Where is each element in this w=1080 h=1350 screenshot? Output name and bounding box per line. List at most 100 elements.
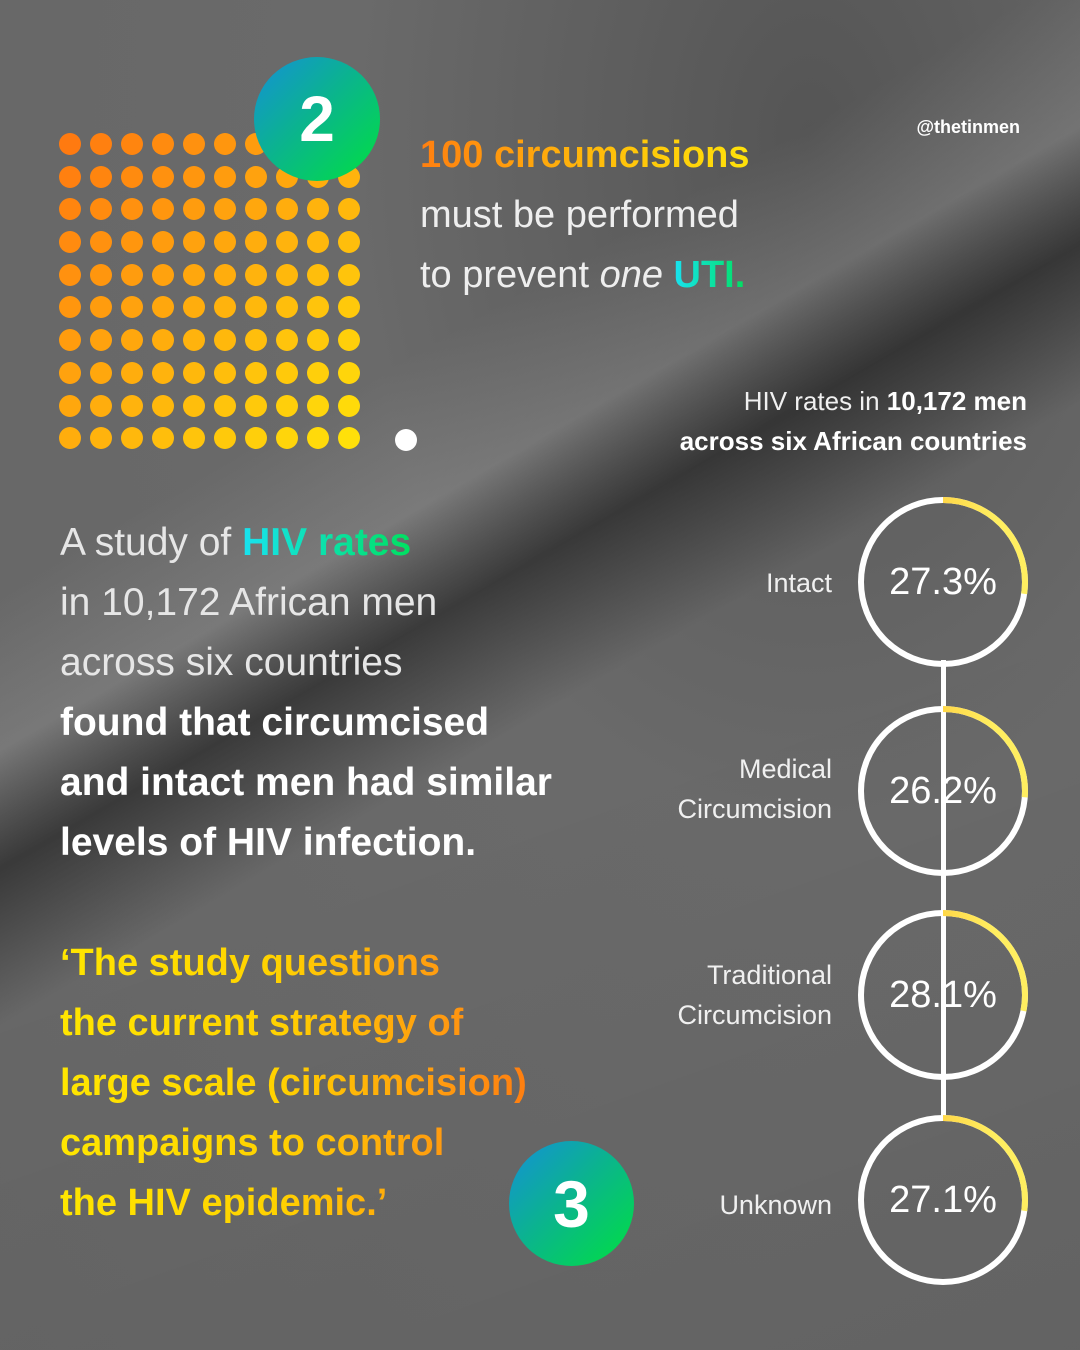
waffle-dot <box>214 231 236 254</box>
waffle-dot <box>152 427 174 450</box>
waffle-dot <box>307 296 329 319</box>
waffle-dot <box>276 198 298 221</box>
waffle-dot <box>276 296 298 319</box>
ring-connector-line <box>941 660 946 1120</box>
study-line-5: and intact men had similar <box>60 761 552 804</box>
waffle-dot <box>121 263 143 286</box>
badge-number: 3 <box>553 1166 590 1241</box>
quote-line: large scale (circumcision) <box>60 1053 540 1113</box>
ring-label-traditional-circumcision: Traditional Circumcision <box>677 955 832 1035</box>
waffle-dot <box>183 427 205 450</box>
waffle-dot <box>59 296 81 319</box>
uti-line-2: must be performed <box>420 194 739 236</box>
ring-label-unknown: Unknown <box>719 1185 832 1225</box>
waffle-dot <box>59 427 81 450</box>
waffle-dot <box>245 329 267 352</box>
uti-line-3-prefix: to prevent <box>420 254 600 296</box>
waffle-dot <box>59 394 81 417</box>
waffle-dot <box>59 133 81 155</box>
ring-progress-arc <box>858 1115 1028 1285</box>
ring-label-line: Circumcision <box>677 1000 832 1030</box>
section-number-badge-2: 2 <box>254 57 380 181</box>
waffle-dot <box>90 361 112 384</box>
waffle-dot <box>183 133 205 155</box>
study-quote: ‘The study questions the current strateg… <box>60 933 540 1233</box>
waffle-dot <box>59 329 81 352</box>
waffle-dot <box>338 198 360 221</box>
waffle-dot <box>152 361 174 384</box>
waffle-dot <box>276 427 298 450</box>
waffle-dot <box>338 394 360 417</box>
waffle-dot <box>90 296 112 319</box>
waffle-dot <box>245 394 267 417</box>
waffle-dot <box>307 361 329 384</box>
waffle-dot <box>152 394 174 417</box>
badge-number: 2 <box>299 83 335 155</box>
waffle-dot <box>276 361 298 384</box>
study-line-2: in 10,172 African men <box>60 581 438 624</box>
waffle-dot <box>214 165 236 188</box>
waffle-dot <box>338 263 360 286</box>
waffle-dot <box>152 329 174 352</box>
waffle-dot <box>214 263 236 286</box>
waffle-dot <box>214 427 236 450</box>
waffle-dot <box>121 329 143 352</box>
waffle-dot <box>183 165 205 188</box>
waffle-dot <box>245 263 267 286</box>
waffle-dot <box>245 361 267 384</box>
ring-value: 28.1% <box>889 973 997 1016</box>
chart-title: HIV rates in 10,172 men across six Afric… <box>680 381 1027 461</box>
waffle-dot <box>59 165 81 188</box>
waffle-dot <box>90 394 112 417</box>
quote-line: campaigns to control <box>60 1113 540 1173</box>
uti-statement: 100 circumcisions must be performed to p… <box>420 125 750 305</box>
waffle-dot <box>59 263 81 286</box>
ring-label-line: Medical <box>738 754 832 784</box>
chart-title-bold: 10,172 men <box>886 386 1027 416</box>
waffle-dot <box>214 329 236 352</box>
waffle-dot <box>276 263 298 286</box>
waffle-dot <box>245 165 267 188</box>
waffle-dot <box>90 231 112 254</box>
quote-line: the HIV epidemic.’ <box>60 1173 540 1233</box>
waffle-dot <box>90 198 112 221</box>
waffle-dot <box>90 427 112 450</box>
waffle-dot <box>183 361 205 384</box>
uti-line-3-highlight: UTI. <box>673 254 746 296</box>
waffle-dot <box>245 231 267 254</box>
ring-progress-arc <box>858 497 1028 667</box>
study-line-1-prefix: A study of <box>60 521 243 564</box>
waffle-dot <box>59 361 81 384</box>
waffle-dot <box>245 296 267 319</box>
account-handle: @thetinmen <box>916 117 1020 137</box>
ring-traditional-circumcision: 28.1% <box>858 910 1028 1080</box>
chart-title-line-2: across six African countries <box>679 426 1027 456</box>
waffle-dot <box>121 231 143 254</box>
quote-line: the current strategy of <box>60 993 540 1053</box>
uti-prevented-dot <box>395 429 417 451</box>
waffle-dot <box>214 296 236 319</box>
waffle-dot <box>59 231 81 254</box>
ring-unknown: 27.1% <box>858 1115 1028 1285</box>
waffle-dot <box>183 394 205 417</box>
waffle-dot <box>307 231 329 254</box>
waffle-dot <box>152 296 174 319</box>
section-number-badge-3: 3 <box>509 1141 634 1266</box>
waffle-dot <box>152 263 174 286</box>
waffle-dot <box>183 198 205 221</box>
study-description: A study of HIV rates in 10,172 African m… <box>60 513 552 873</box>
waffle-dot <box>183 231 205 254</box>
ring-label-medical-circumcision: Medical Circumcision <box>677 749 832 829</box>
waffle-dot <box>338 427 360 450</box>
waffle-dot <box>90 165 112 188</box>
waffle-dot <box>276 329 298 352</box>
waffle-dot <box>245 427 267 450</box>
waffle-dot <box>121 133 143 155</box>
waffle-dot <box>338 296 360 319</box>
waffle-dot <box>183 329 205 352</box>
ring-label-intact: Intact <box>766 563 832 603</box>
waffle-dot <box>245 198 267 221</box>
ring-label-line: Intact <box>765 568 832 598</box>
